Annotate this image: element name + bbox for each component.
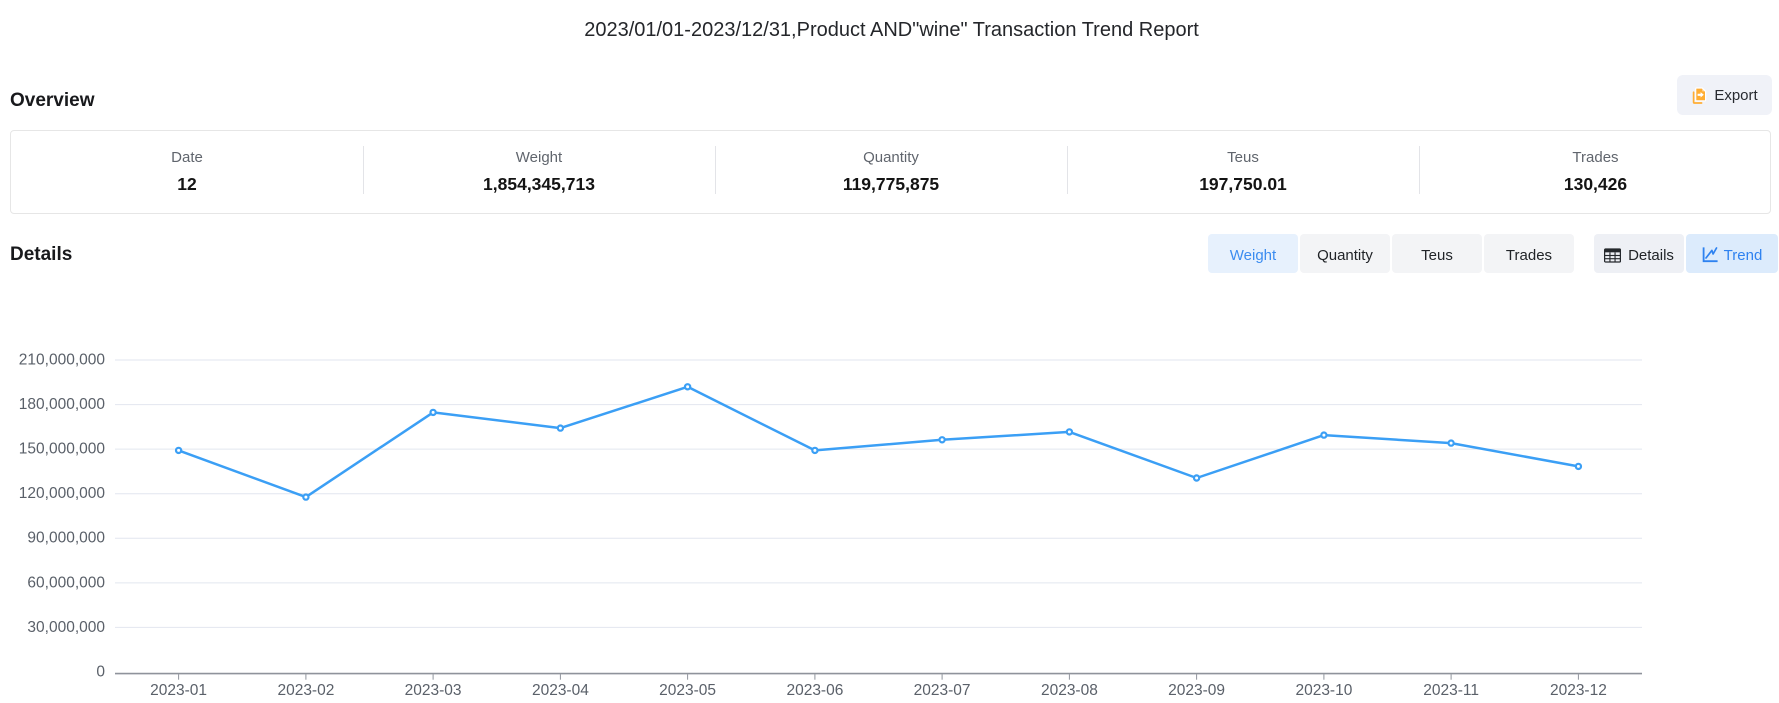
svg-text:90,000,000: 90,000,000	[27, 530, 105, 547]
svg-text:2023-01: 2023-01	[150, 682, 207, 699]
svg-text:2023-07: 2023-07	[914, 682, 971, 699]
svg-text:180,000,000: 180,000,000	[19, 396, 106, 413]
svg-text:2023-08: 2023-08	[1041, 682, 1098, 699]
svg-text:60,000,000: 60,000,000	[27, 574, 105, 591]
svg-text:2023-11: 2023-11	[1423, 682, 1479, 699]
svg-text:2023-03: 2023-03	[405, 682, 462, 699]
svg-text:2023-05: 2023-05	[659, 682, 716, 699]
svg-text:0: 0	[96, 663, 105, 680]
svg-text:120,000,000: 120,000,000	[19, 485, 106, 502]
svg-text:2023-09: 2023-09	[1168, 682, 1225, 699]
svg-text:2023-12: 2023-12	[1550, 682, 1607, 699]
svg-text:2023-02: 2023-02	[277, 682, 334, 699]
svg-text:150,000,000: 150,000,000	[19, 441, 106, 458]
svg-text:210,000,000: 210,000,000	[19, 351, 106, 368]
svg-text:2023-04: 2023-04	[532, 682, 589, 699]
svg-text:2023-10: 2023-10	[1295, 682, 1352, 699]
svg-text:2023-06: 2023-06	[786, 682, 843, 699]
svg-text:30,000,000: 30,000,000	[27, 619, 105, 636]
